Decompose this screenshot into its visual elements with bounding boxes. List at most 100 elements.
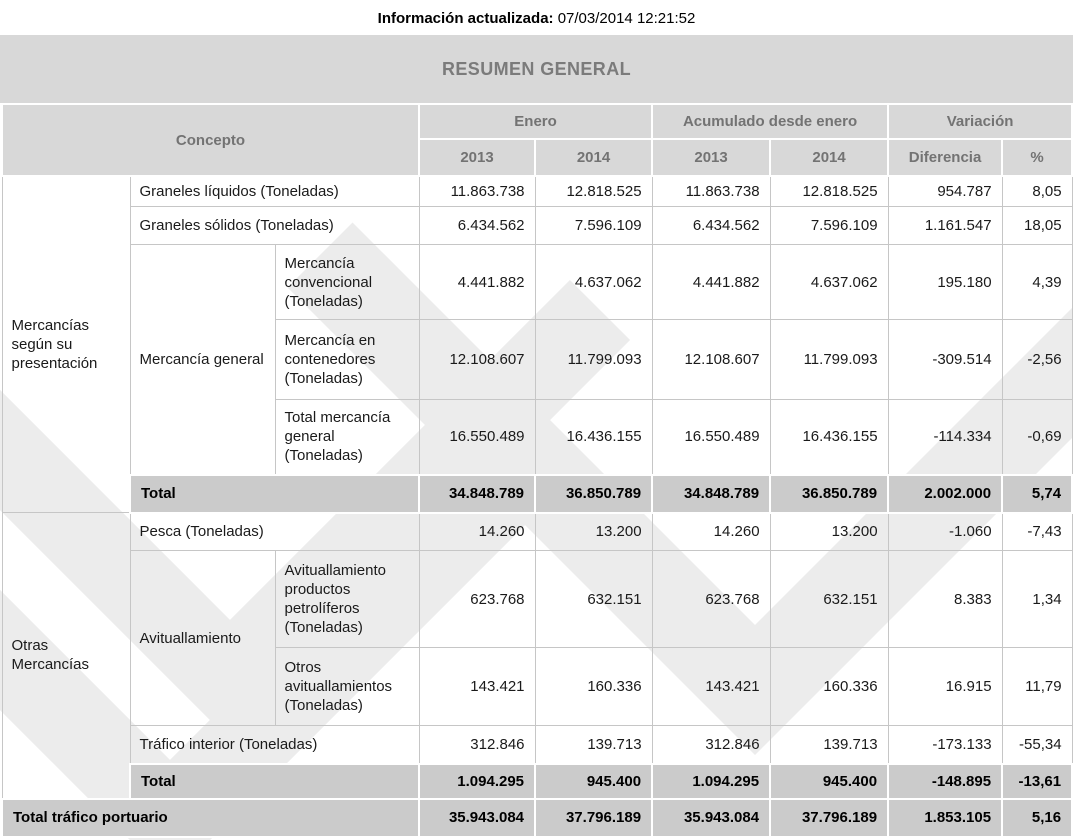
value-cell: 7.596.109: [769, 206, 889, 245]
value-cell: 312.846: [651, 725, 771, 764]
total-row-label: Total: [128, 762, 421, 800]
value-cell: 34.848.789: [418, 473, 537, 514]
row-label: Graneles sólidos (Toneladas): [129, 206, 420, 245]
updated-info-value: 07/03/2014 12:21:52: [557, 10, 696, 27]
total-row-label: Total: [128, 473, 421, 514]
column-group-variacion: Variación: [887, 103, 1073, 140]
row-label: Total mercancía general (Toneladas): [274, 399, 420, 475]
value-cell: 14.260: [651, 512, 771, 551]
value-cell: -114.334: [887, 399, 1003, 475]
value-cell: 13.200: [534, 512, 653, 551]
value-cell: 945.400: [769, 762, 890, 800]
value-cell: 16.550.489: [651, 399, 771, 475]
updated-info: Información actualizada: 07/03/2014 12:2…: [0, 0, 1073, 35]
row-label: Avituallamiento productos petrolíferos (…: [274, 550, 420, 648]
value-cell: 11,79: [1001, 647, 1073, 726]
value-cell: 37.796.189: [769, 797, 890, 838]
value-cell: -2,56: [1001, 319, 1073, 400]
table-row: Total mercancía general (Toneladas) 16.5…: [2, 399, 1073, 475]
column-group-acumulado: Acumulado desde enero: [651, 103, 890, 140]
value-cell: 11.799.093: [769, 319, 889, 400]
table-row: Mercancías según su presentación Granele…: [1, 175, 1073, 513]
value-cell: 8,05: [1001, 175, 1073, 207]
row-label: Mercancía en contenedores (Toneladas): [274, 319, 420, 400]
value-cell: 139.713: [769, 725, 889, 764]
row-label: Pesca (Toneladas): [129, 512, 420, 551]
value-cell: 1.853.105: [887, 797, 1004, 838]
value-cell: 1.094.295: [651, 762, 772, 800]
value-cell: 5,16: [1001, 797, 1073, 838]
value-cell: 623.768: [418, 550, 536, 648]
value-cell: -1.060: [887, 512, 1003, 551]
value-cell: 1,34: [1001, 550, 1073, 648]
value-cell: 623.768: [651, 550, 771, 648]
value-cell: 16.436.155: [769, 399, 889, 475]
column-header-enero-2014: 2014: [534, 138, 654, 177]
header-year-row: 2013 2014 2013 2014 Diferencia %: [2, 138, 1073, 177]
value-cell: 12.818.525: [534, 175, 653, 207]
value-cell: 18,05: [1001, 206, 1073, 245]
grand-total-label: Total tráfico portuario: [0, 797, 421, 838]
value-cell: 6.434.562: [651, 206, 771, 245]
subgroup-label-mercancia-general: Mercancía general: [129, 244, 276, 475]
value-cell: 139.713: [534, 725, 653, 764]
value-cell: 6.434.562: [418, 206, 536, 245]
value-cell: 34.848.789: [651, 473, 772, 514]
table-row: Mercancía en contenedores (Toneladas) 12…: [2, 319, 1073, 400]
column-header-enero-2013: 2013: [418, 138, 537, 177]
value-cell: -13,61: [1001, 762, 1073, 800]
report-title: RESUMEN GENERAL: [441, 58, 631, 79]
value-cell: 945.400: [534, 762, 654, 800]
value-cell: 632.151: [534, 550, 653, 648]
table-row: Otras Mercancías Pesca (Toneladas) 14.26…: [1, 512, 1073, 799]
value-cell: 14.260: [418, 512, 536, 551]
column-header-diferencia: Diferencia: [887, 138, 1004, 177]
value-cell: 11.863.738: [418, 175, 536, 207]
value-cell: 4.441.882: [418, 244, 536, 320]
value-cell: 12.108.607: [418, 319, 536, 400]
header-group-row: Concepto Enero Acumulado desde enero Var…: [0, 103, 1073, 177]
value-cell: 12.108.607: [651, 319, 771, 400]
row-label: Graneles líquidos (Toneladas): [129, 175, 420, 207]
section-total-row: Total 34.848.789 36.850.789 34.848.789 3…: [2, 473, 1073, 514]
value-cell: 195.180: [887, 244, 1003, 320]
column-header-acum-2014: 2014: [769, 138, 890, 177]
value-cell: 954.787: [887, 175, 1003, 207]
value-cell: 12.818.525: [769, 175, 889, 207]
value-cell: 4.441.882: [651, 244, 771, 320]
column-header-acum-2013: 2013: [651, 138, 772, 177]
group-label-otras-mercancias: Otras Mercancías: [1, 512, 131, 799]
value-cell: -0,69: [1001, 399, 1073, 475]
table-row: Avituallamiento Avituallamiento producto…: [2, 550, 1073, 726]
subgroup-label-avituallamiento: Avituallamiento: [129, 550, 276, 726]
table-row: Tráfico interior (Toneladas) 312.846 139…: [2, 725, 1073, 764]
group-label-mercancias: Mercancías según su presentación: [1, 175, 131, 513]
value-cell: 36.850.789: [769, 473, 890, 514]
value-cell: -55,34: [1001, 725, 1073, 764]
value-cell: 4,39: [1001, 244, 1073, 320]
concept-column-header: Concepto: [0, 103, 421, 177]
value-cell: 160.336: [534, 647, 653, 726]
value-cell: 160.336: [769, 647, 889, 726]
value-cell: -173.133: [887, 725, 1003, 764]
table-row: Graneles sólidos (Toneladas) 6.434.562 7…: [2, 206, 1073, 245]
value-cell: -7,43: [1001, 512, 1073, 551]
row-label: Otros avituallamientos (Toneladas): [274, 647, 420, 726]
value-cell: 11.799.093: [534, 319, 653, 400]
section-total-row: Total 1.094.295 945.400 1.094.295 945.40…: [2, 762, 1073, 800]
updated-info-label: Información actualizada:: [377, 10, 554, 27]
value-cell: 1.161.547: [887, 206, 1003, 245]
row-label: Tráfico interior (Toneladas): [129, 725, 420, 764]
column-group-enero: Enero: [418, 103, 654, 140]
report-title-band: RESUMEN GENERAL: [0, 35, 1073, 103]
value-cell: 8.383: [887, 550, 1003, 648]
table-row: Mercancía general Mercancía convencional…: [2, 244, 1073, 475]
value-cell: 143.421: [418, 647, 536, 726]
grand-total-row: Total tráfico portuario 35.943.084 37.79…: [0, 797, 1073, 838]
value-cell: 143.421: [651, 647, 771, 726]
table-row: Otros avituallamientos (Toneladas) 143.4…: [2, 647, 1073, 726]
value-cell: 5,74: [1001, 473, 1073, 514]
row-label: Mercancía convencional (Toneladas): [274, 244, 420, 320]
value-cell: 2.002.000: [887, 473, 1004, 514]
column-header-percent: %: [1001, 138, 1073, 177]
